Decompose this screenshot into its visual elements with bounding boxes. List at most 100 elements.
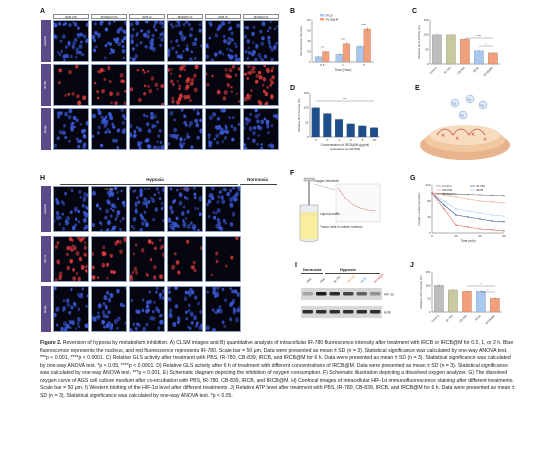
panel-c-label: C bbox=[412, 8, 418, 15]
lane-label: PBS bbox=[319, 277, 326, 284]
data-point bbox=[443, 200, 445, 202]
panel-h-col-header-2: CB-839 bbox=[104, 188, 114, 191]
data-point bbox=[455, 196, 457, 198]
lane-label: IRCB@M bbox=[373, 272, 385, 284]
panel-f: F Oxygen electrode Liquid paraffin Tumor… bbox=[290, 170, 390, 255]
data-point bbox=[467, 198, 469, 200]
data-point bbox=[455, 214, 457, 216]
x-tick-label: IR-780 bbox=[445, 314, 454, 323]
x-tick-label: 60 bbox=[502, 234, 506, 238]
bar bbox=[460, 38, 470, 65]
panel-a: A IRCB 0.5h IRCB@M 0.5h IRCB 1h IRCB@M 1… bbox=[40, 8, 290, 158]
data-point bbox=[503, 215, 505, 217]
panel-a-col-header-1: IRCB 0.5h bbox=[53, 14, 89, 19]
y-tick-label: 50 bbox=[425, 47, 429, 51]
panel-f-label: F bbox=[290, 170, 295, 177]
panel-a-micrograph bbox=[129, 108, 165, 150]
significance-marker: * bbox=[487, 288, 489, 292]
figure-caption: Figure 2. Reversion of hypoxia by metabo… bbox=[40, 340, 516, 400]
band-hif bbox=[343, 292, 354, 296]
x-tick-label: IRCB@M bbox=[484, 313, 496, 325]
data-point bbox=[443, 208, 445, 210]
x-tick-label: CB-839 bbox=[456, 66, 466, 76]
data-point bbox=[455, 193, 457, 195]
series-line bbox=[431, 192, 505, 217]
panel-a-micrograph bbox=[53, 64, 89, 106]
panel-d: D 0 50 100 150 Relative GLS Activity (%) 0 2 4 6… bbox=[290, 85, 390, 165]
panel-h-label: H bbox=[40, 175, 46, 182]
panel-a-col-header-2: IRCB@M 0.5h bbox=[91, 14, 127, 19]
y-tick-label: 50 bbox=[305, 120, 309, 124]
panel-h-normoxia-title: Normoxia bbox=[247, 177, 268, 182]
legend-swatch bbox=[320, 14, 324, 17]
x-tick-label: IR-780 bbox=[443, 66, 452, 75]
data-point bbox=[467, 210, 469, 212]
x-tick-label: 0 bbox=[431, 234, 433, 238]
significance-marker: **** bbox=[361, 23, 367, 27]
panel-a-micrograph bbox=[167, 108, 203, 150]
band-hif bbox=[316, 292, 327, 296]
panel-a-row-label-1: Hoechst bbox=[41, 20, 51, 62]
bar bbox=[434, 285, 444, 313]
significance-marker: * bbox=[480, 282, 482, 286]
y-tick-label: 150 bbox=[425, 270, 430, 274]
x-tick-label: IRCB@M bbox=[482, 65, 494, 77]
y-tick-label: 80 bbox=[307, 18, 311, 22]
panel-j-label: J bbox=[410, 262, 414, 269]
significance-marker: * bbox=[485, 42, 487, 46]
y-tick-label: 40 bbox=[427, 215, 431, 219]
panel-a-micrograph bbox=[243, 64, 279, 106]
data-point bbox=[503, 202, 505, 204]
y-tick-label: 50 bbox=[427, 297, 431, 301]
legend-label: IRCB@M bbox=[442, 192, 455, 196]
legend-label: IRCB bbox=[326, 13, 333, 17]
data-point bbox=[491, 201, 493, 203]
panel-h-micrograph bbox=[205, 186, 241, 232]
legend-label: Control bbox=[442, 184, 452, 188]
x-tick-label: Control bbox=[428, 66, 437, 75]
panel-h: H Hypoxia Normoxia Hoechst HIF-1α Merge PBS… bbox=[40, 175, 280, 335]
y-tick-label: 150 bbox=[423, 18, 428, 22]
svg-text:✕: ✕ bbox=[455, 136, 459, 142]
panel-a-col-header-5: IRCB 2h bbox=[205, 14, 241, 19]
panel-h-row-label-2: HIF-1α bbox=[41, 236, 51, 282]
panel-a-row-label-2: IR-780 bbox=[41, 64, 51, 106]
panel-a-label: A bbox=[40, 8, 46, 15]
data-point bbox=[431, 192, 433, 194]
svg-text:✕: ✕ bbox=[471, 132, 475, 138]
panel-g-label: G bbox=[410, 175, 416, 182]
bar bbox=[323, 113, 332, 138]
panel-a-micrograph bbox=[129, 64, 165, 106]
x-axis-label: Time (min) bbox=[460, 239, 475, 243]
x-axis-label: Concentration of IRCB@M (μg/ml) bbox=[321, 143, 370, 147]
panel-h-row-label-3: Merge bbox=[41, 286, 51, 332]
band-actin bbox=[316, 310, 327, 314]
legend-label: CB-839 bbox=[442, 188, 453, 192]
data-point bbox=[455, 224, 457, 226]
band-hif bbox=[356, 292, 367, 296]
band-hif bbox=[302, 292, 313, 296]
panel-h-micrograph bbox=[167, 236, 203, 282]
panel-h-micrograph bbox=[205, 236, 241, 282]
y-tick-label: 80 bbox=[427, 199, 431, 203]
y-tick-label: 0 bbox=[429, 231, 431, 235]
panel-a-micrograph bbox=[91, 64, 127, 106]
panel-h-micrograph bbox=[205, 286, 241, 332]
x-tick-label: 20 bbox=[454, 234, 458, 238]
panel-i-western-blot: PBS PBS IR-780 CB-839 IRCB IRCB@M HIF-1α Actin bbox=[301, 272, 394, 318]
o2-label-1: O₂ bbox=[453, 102, 457, 106]
bar bbox=[322, 51, 330, 63]
x-tick-label: CB-839 bbox=[458, 314, 468, 324]
blot-strip-hif bbox=[301, 288, 382, 300]
bar bbox=[356, 46, 364, 63]
panel-a-col-header-6: IRCB@M 2h bbox=[243, 14, 279, 19]
y-axis-label: Relative ATP content (%) bbox=[419, 275, 423, 308]
x-tick-label: 40 bbox=[478, 234, 482, 238]
panel-d-label: D bbox=[290, 85, 296, 92]
legend-label: IR-780 bbox=[476, 184, 485, 188]
panel-h-micrograph bbox=[167, 186, 203, 232]
band-actin bbox=[302, 310, 313, 314]
data-point bbox=[479, 218, 481, 220]
legend-label: IRCB@M bbox=[326, 17, 339, 21]
